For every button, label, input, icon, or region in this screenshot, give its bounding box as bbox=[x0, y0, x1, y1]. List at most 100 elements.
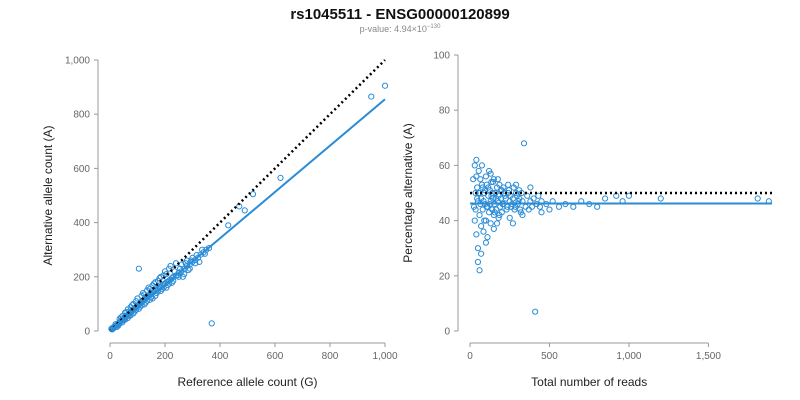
data-point bbox=[482, 173, 489, 180]
data-point bbox=[208, 320, 215, 327]
x-axis-title: Total number of reads bbox=[531, 375, 647, 389]
data-point bbox=[495, 214, 502, 221]
data-point bbox=[186, 265, 193, 272]
data-point bbox=[166, 265, 173, 272]
data-point bbox=[484, 234, 491, 241]
data-point bbox=[474, 245, 482, 252]
y-axis-title: Percentage alternative (A) bbox=[401, 123, 415, 262]
data-point bbox=[527, 184, 534, 191]
y-tick-label: 40 bbox=[439, 216, 451, 227]
data-point bbox=[496, 211, 503, 219]
fit-line bbox=[109, 98, 386, 332]
data-point bbox=[530, 195, 537, 202]
y-tick-label: 0 bbox=[84, 327, 90, 338]
data-point bbox=[490, 225, 497, 232]
identity-line bbox=[109, 59, 386, 332]
data-point bbox=[155, 287, 162, 294]
data-point bbox=[241, 207, 248, 214]
x-tick-label: 600 bbox=[267, 351, 284, 362]
data-point bbox=[493, 220, 501, 227]
data-point bbox=[141, 291, 148, 298]
data-point bbox=[505, 181, 512, 188]
data-point bbox=[535, 192, 542, 199]
data-point bbox=[485, 184, 492, 191]
data-point bbox=[489, 178, 497, 186]
data-point bbox=[179, 273, 186, 280]
data-point bbox=[130, 300, 137, 307]
x-tick-label: 0 bbox=[467, 351, 473, 362]
data-point bbox=[510, 184, 517, 191]
chart-title: rs1045511 - ENSG00000120899 bbox=[290, 6, 510, 23]
data-point bbox=[505, 187, 513, 194]
data-point bbox=[524, 192, 531, 199]
x-axis-title: Reference allele count (G) bbox=[177, 375, 317, 389]
data-point bbox=[491, 209, 498, 216]
y-tick-label: 100 bbox=[433, 51, 450, 62]
data-point bbox=[473, 173, 480, 180]
data-point bbox=[476, 267, 483, 274]
data-point bbox=[476, 211, 483, 219]
x-tick-label: 200 bbox=[157, 351, 174, 362]
data-point bbox=[502, 195, 509, 202]
data-point bbox=[473, 156, 480, 163]
data-point bbox=[532, 308, 539, 315]
data-point bbox=[555, 203, 563, 210]
data-point bbox=[478, 162, 486, 169]
data-point bbox=[506, 214, 513, 221]
data-point bbox=[277, 174, 284, 181]
y-axis-title: Alternative allele count (A) bbox=[41, 125, 55, 265]
data-point bbox=[472, 189, 479, 197]
data-point bbox=[163, 284, 170, 291]
data-point bbox=[480, 228, 487, 235]
x-tick-label: 0 bbox=[107, 351, 113, 362]
data-point bbox=[196, 258, 203, 265]
data-point bbox=[625, 192, 633, 199]
pvalue-text: p-value: 4.94×10 bbox=[359, 24, 427, 34]
data-point bbox=[381, 82, 389, 89]
y-tick-label: 0 bbox=[444, 327, 450, 338]
y-tick-label: 800 bbox=[73, 110, 90, 121]
data-point bbox=[518, 189, 525, 197]
data-point bbox=[205, 244, 213, 252]
pvalue-exponent: −130 bbox=[426, 24, 441, 30]
y-tick-label: 400 bbox=[73, 218, 90, 229]
data-point bbox=[520, 140, 528, 147]
data-point bbox=[602, 195, 609, 202]
data-point bbox=[754, 195, 761, 202]
x-tick-label: 500 bbox=[541, 351, 558, 362]
data-point bbox=[493, 195, 500, 202]
data-point bbox=[487, 220, 494, 227]
y-tick-label: 20 bbox=[439, 271, 451, 282]
data-point bbox=[594, 203, 601, 210]
data-point bbox=[474, 195, 481, 202]
data-point bbox=[490, 176, 497, 183]
y-tick-label: 1,000 bbox=[65, 56, 90, 67]
x-tick-label: 400 bbox=[212, 351, 229, 362]
data-point bbox=[478, 181, 486, 188]
data-point bbox=[478, 250, 485, 257]
pvalue-subtitle: p-value: 4.94×10−130 bbox=[0, 24, 800, 34]
x-tick-label: 1,500 bbox=[696, 351, 721, 362]
data-point bbox=[570, 203, 577, 210]
y-tick-label: 60 bbox=[439, 161, 451, 172]
x-tick-label: 1,000 bbox=[616, 351, 641, 362]
data-point bbox=[482, 239, 489, 246]
y-tick-label: 200 bbox=[73, 272, 90, 283]
data-point bbox=[471, 162, 478, 169]
points-group bbox=[470, 140, 772, 315]
data-point bbox=[473, 231, 480, 238]
data-point bbox=[509, 220, 517, 227]
data-point bbox=[472, 206, 479, 213]
data-point bbox=[481, 217, 488, 224]
data-point bbox=[538, 209, 545, 216]
data-point bbox=[487, 170, 494, 177]
data-point bbox=[475, 167, 482, 175]
data-point bbox=[516, 206, 524, 213]
x-tick-label: 800 bbox=[322, 351, 339, 362]
data-point bbox=[368, 93, 375, 100]
data-point bbox=[471, 217, 478, 224]
data-point bbox=[519, 211, 526, 219]
